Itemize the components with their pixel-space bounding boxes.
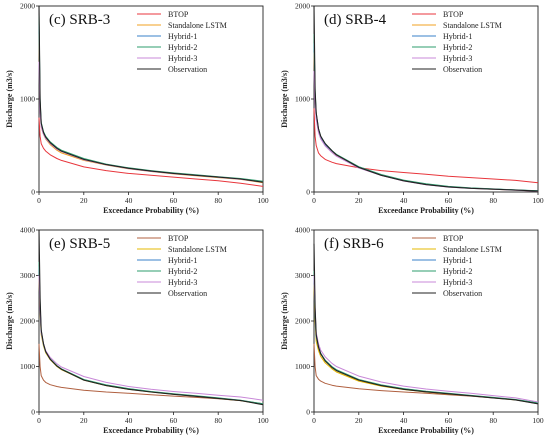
x-tick-label: 0 [312,196,316,205]
legend-label-standalone-lstm: Standalone LSTM [443,21,502,30]
legend-label-observation: Observation [168,289,207,298]
panel-title: (e) SRB-5 [49,236,110,252]
y-axis-title: Discharge (m3/s) [280,70,289,128]
legend-label-hybrid-3: Hybrid-3 [168,54,197,63]
legend-label-standalone-lstm: Standalone LSTM [168,245,227,254]
legend-label-hybrid-2: Hybrid-2 [443,43,472,52]
x-tick-label: 20 [80,416,88,425]
legend-label-observation: Observation [443,65,482,74]
y-tick-label: 0 [306,408,310,417]
series-line-observation [313,5,539,192]
y-tick-label: 2000 [20,317,35,326]
legend-label-btop: BTOP [443,10,464,19]
legend-label-hybrid-1: Hybrid-1 [443,256,472,265]
legend-label-hybrid-1: Hybrid-1 [168,256,197,265]
legend-label-hybrid-2: Hybrid-2 [443,267,472,276]
y-axis-title: Discharge (m3/s) [5,292,14,350]
legend-label-btop: BTOP [168,234,189,243]
y-tick-label: 3000 [295,271,310,280]
y-tick-label: 1000 [20,95,35,104]
panel-title: (f) SRB-6 [324,236,384,252]
legend-label-observation: Observation [168,65,207,74]
y-tick-label: 3000 [20,271,35,280]
x-tick-label: 100 [257,196,269,205]
x-axis-title: Exceedance Probability (%) [103,206,199,215]
x-tick-label: 60 [445,416,453,425]
series-line-observation [313,243,539,405]
legend-label-hybrid-1: Hybrid-1 [168,32,197,41]
x-tick-label: 80 [214,416,222,425]
y-tick-label: 4000 [295,226,310,235]
panel-title: (d) SRB-4 [324,12,387,28]
x-tick-label: 80 [489,196,497,205]
legend-label-hybrid-2: Hybrid-2 [168,267,197,276]
x-tick-label: 80 [489,416,497,425]
legend-label-hybrid-3: Hybrid-3 [443,278,472,287]
y-tick-label: 1000 [295,362,310,371]
x-tick-label: 80 [214,196,222,205]
y-tick-label: 2000 [295,2,310,11]
x-tick-label: 60 [170,196,178,205]
y-tick-label: 2000 [20,2,35,11]
x-tick-label: 60 [445,196,453,205]
x-tick-label: 40 [400,416,408,425]
y-axis-title: Discharge (m3/s) [5,70,14,128]
x-tick-label: 20 [355,196,363,205]
panel-title: (c) SRB-3 [49,12,110,28]
y-tick-label: 2000 [295,317,310,326]
legend-label-hybrid-3: Hybrid-3 [443,54,472,63]
x-tick-label: 40 [400,196,408,205]
x-tick-label: 0 [37,416,41,425]
legend-label-btop: BTOP [168,10,189,19]
y-tick-label: 1000 [20,362,35,371]
x-axis-title: Exceedance Probability (%) [378,426,474,435]
series-line-btop [38,117,264,187]
x-tick-label: 20 [80,196,88,205]
x-axis-title: Exceedance Probability (%) [103,426,199,435]
legend-label-hybrid-1: Hybrid-1 [443,32,472,41]
plot-frame [313,229,539,413]
plot-frame [313,5,539,193]
series-line-observation [38,229,264,406]
legend-label-btop: BTOP [443,234,464,243]
plot-frame [38,229,264,413]
y-tick-label: 0 [306,188,310,197]
x-tick-label: 60 [170,416,178,425]
y-axis-title: Discharge (m3/s) [280,292,289,350]
legend-label-standalone-lstm: Standalone LSTM [168,21,227,30]
x-tick-label: 40 [125,416,133,425]
x-tick-label: 100 [532,416,544,425]
legend-label-hybrid-3: Hybrid-3 [168,278,197,287]
x-tick-label: 0 [312,416,316,425]
panel-e-srb-5: 0 20 40 60 80 10001000200030004000Exceedance … [5,226,269,436]
x-axis-title: Exceedance Probability (%) [378,206,474,215]
x-tick-label: 0 [37,196,41,205]
y-tick-label: 0 [31,408,35,417]
x-tick-label: 100 [257,416,269,425]
legend-label-hybrid-2: Hybrid-2 [168,43,197,52]
legend-label-standalone-lstm: Standalone LSTM [443,245,502,254]
series-line-observation [38,5,264,183]
y-tick-label: 4000 [20,226,35,235]
x-tick-label: 20 [355,416,363,425]
legend-label-observation: Observation [443,289,482,298]
plot-frame [38,5,264,193]
x-tick-label: 40 [125,196,133,205]
x-tick-label: 100 [532,196,544,205]
y-tick-label: 0 [31,188,35,197]
series-line-btop [38,343,264,405]
panel-f-srb-6: 0 20 40 60 80 10001000200030004000Exceedance … [280,226,544,436]
y-tick-label: 1000 [295,95,310,104]
